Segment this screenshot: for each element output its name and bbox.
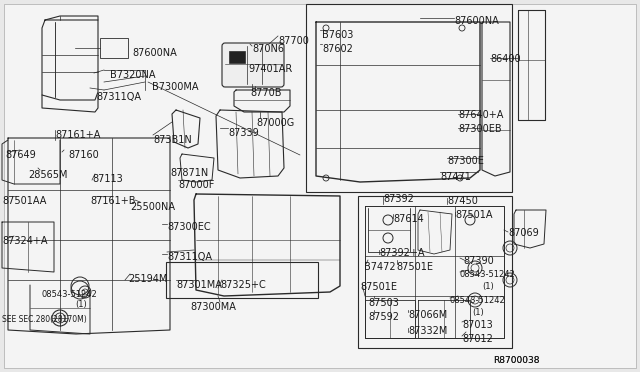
Text: 87300E: 87300E bbox=[447, 156, 484, 166]
Text: (1): (1) bbox=[482, 282, 493, 291]
Text: 25194M: 25194M bbox=[128, 274, 168, 284]
Text: 87161+B: 87161+B bbox=[90, 196, 136, 206]
Bar bbox=[229, 51, 245, 63]
Text: 87471: 87471 bbox=[440, 172, 471, 182]
Text: B7300MA: B7300MA bbox=[152, 82, 198, 92]
Text: B7320NA: B7320NA bbox=[110, 70, 156, 80]
Text: 87501E: 87501E bbox=[360, 282, 397, 292]
Text: 873B1N: 873B1N bbox=[153, 135, 192, 145]
Text: 87390: 87390 bbox=[463, 256, 493, 266]
Text: 87392+A: 87392+A bbox=[379, 248, 424, 258]
Text: 87649: 87649 bbox=[5, 150, 36, 160]
Text: 870N6: 870N6 bbox=[252, 44, 284, 54]
Text: 87000F: 87000F bbox=[178, 180, 214, 190]
Text: 87392: 87392 bbox=[383, 194, 414, 204]
Text: 87069: 87069 bbox=[508, 228, 539, 238]
Text: 87332M: 87332M bbox=[408, 326, 447, 336]
Text: 87300MA: 87300MA bbox=[190, 302, 236, 312]
Text: 87503: 87503 bbox=[368, 298, 399, 308]
Text: 87501AA: 87501AA bbox=[2, 196, 46, 206]
Text: 87640+A: 87640+A bbox=[458, 110, 504, 120]
Text: 87614: 87614 bbox=[393, 214, 424, 224]
Text: 25500NA: 25500NA bbox=[130, 202, 175, 212]
Text: 87000G: 87000G bbox=[256, 118, 294, 128]
Text: 08543-51242: 08543-51242 bbox=[459, 270, 515, 279]
Text: 87311QA: 87311QA bbox=[167, 252, 212, 262]
Text: 87012: 87012 bbox=[462, 334, 493, 344]
Bar bbox=[166, 262, 318, 298]
Text: 87311QA: 87311QA bbox=[96, 92, 141, 102]
Text: 87592: 87592 bbox=[368, 312, 399, 322]
Text: R8700038: R8700038 bbox=[493, 356, 540, 365]
Text: 87600NA: 87600NA bbox=[132, 48, 177, 58]
Text: 87161+A: 87161+A bbox=[55, 130, 100, 140]
FancyBboxPatch shape bbox=[222, 43, 284, 87]
Text: 87600NA: 87600NA bbox=[454, 16, 499, 26]
Bar bbox=[306, 4, 512, 192]
Text: 87501A: 87501A bbox=[455, 210, 493, 220]
Text: 87013: 87013 bbox=[462, 320, 493, 330]
Text: B7603: B7603 bbox=[322, 30, 353, 40]
Text: (1): (1) bbox=[75, 300, 87, 309]
Text: 86400: 86400 bbox=[490, 54, 520, 64]
Text: 87066M: 87066M bbox=[408, 310, 447, 320]
Text: SEE SEC.280(28170M): SEE SEC.280(28170M) bbox=[2, 315, 87, 324]
Text: 08543-51242: 08543-51242 bbox=[449, 296, 505, 305]
Text: 87160: 87160 bbox=[68, 150, 99, 160]
Text: 97401AR: 97401AR bbox=[248, 64, 292, 74]
Text: 87871N: 87871N bbox=[170, 168, 208, 178]
Text: 87501E: 87501E bbox=[396, 262, 433, 272]
Text: 08543-51242: 08543-51242 bbox=[42, 290, 98, 299]
Text: 87113: 87113 bbox=[92, 174, 123, 184]
Bar bbox=[100, 38, 128, 58]
Bar bbox=[358, 196, 512, 348]
Text: R8700038: R8700038 bbox=[493, 356, 540, 365]
Text: 87300EB: 87300EB bbox=[458, 124, 502, 134]
Text: B7472: B7472 bbox=[364, 262, 396, 272]
Text: 87300EC: 87300EC bbox=[167, 222, 211, 232]
Text: 87602: 87602 bbox=[322, 44, 353, 54]
Text: 8770B: 8770B bbox=[250, 88, 282, 98]
Text: (1): (1) bbox=[472, 308, 484, 317]
Text: 87450: 87450 bbox=[447, 196, 478, 206]
Text: 87324+A: 87324+A bbox=[2, 236, 47, 246]
Text: 87301MA: 87301MA bbox=[176, 280, 222, 290]
Text: 87325+C: 87325+C bbox=[220, 280, 266, 290]
Text: 87700: 87700 bbox=[278, 36, 309, 46]
Text: 28565M: 28565M bbox=[28, 170, 67, 180]
Text: 87339: 87339 bbox=[228, 128, 259, 138]
